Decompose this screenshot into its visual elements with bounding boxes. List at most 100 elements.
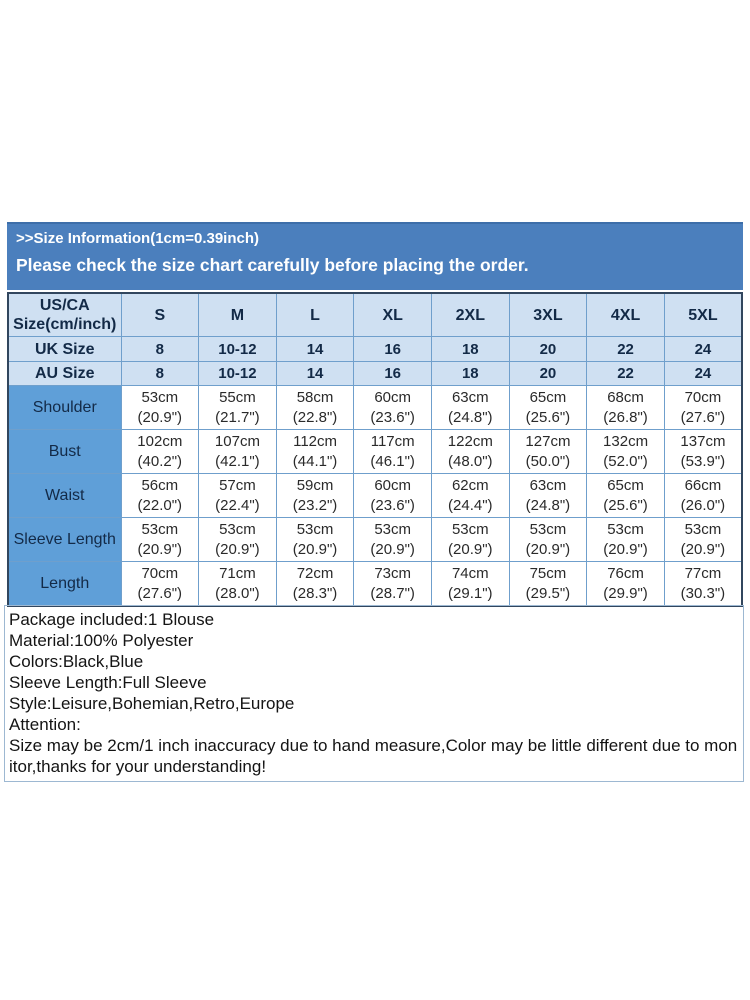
cm-value: 53cm [451,520,489,538]
banner-title: >>Size Information(1cm=0.39inch) [16,230,259,247]
measurement-cell: 62cm (24.4") [431,473,510,518]
inch-value: (28.0") [215,584,260,602]
details-line: Attention: [9,715,81,734]
details-line: Size may be 2cm/1 inch inaccuracy due to… [9,736,738,776]
banner-subtitle: Please check the size chart carefully be… [16,255,529,275]
details-line: Package included:1 Blouse [9,610,215,629]
cm-value: 55cm [219,388,256,406]
measurement-cell: 73cm (28.7") [353,561,432,607]
inch-value: (52.0") [603,452,648,470]
cm-value: 59cm [296,476,334,494]
cm-value: 76cm [607,564,644,582]
measurement-cell: 53cm (20.9") [275,517,355,562]
measurement-cell: 56cm (22.0") [120,473,200,518]
cm-value: 53cm [219,520,256,538]
measurement-cell: 76cm (29.9") [586,561,665,607]
cm-value: 60cm [374,388,412,406]
size-column-header: L [275,292,355,337]
cm-value: 107cm [214,432,260,450]
size-value-cell: 14 [275,336,355,362]
inch-value: (29.1") [448,584,493,602]
row-label-cell: Waist [7,473,122,518]
measurement-cell: 53cm (20.9") [120,385,200,430]
cm-value: 63cm [451,388,489,406]
size-value-cell: 18 [431,336,510,362]
measurement-row: Length 70cm (27.6") 71cm (28.0") 72cm (28.3") 7… [7,561,743,607]
measurement-cell: 53cm (20.9") [663,517,743,562]
inch-value: (26.8") [603,408,648,426]
cm-value: 102cm [137,432,183,450]
size-column-header: 4XL [586,292,665,337]
measurement-cell: 60cm (23.6") [353,385,432,430]
row-label-cell: UK Size [7,336,122,362]
measurement-cell: 53cm (20.9") [198,517,277,562]
cm-value: 75cm [529,564,567,582]
inch-value: (53.9") [680,452,726,470]
size-value-cell: 10-12 [198,361,277,386]
details-line: Material:100% Polyester [9,631,194,650]
details-line: Style:Leisure,Bohemian,Retro,Europe [9,694,295,713]
cm-value: 74cm [451,564,489,582]
au-size-row: AU Size 8 10-12 14 16 18 20 22 24 [7,361,743,386]
size-column-header: XL [353,292,432,337]
cm-value: 65cm [607,476,644,494]
size-value-cell: 24 [663,361,743,386]
inch-value: (48.0") [448,452,493,470]
inch-value: (20.9") [370,540,415,558]
inch-value: (23.2") [292,496,338,514]
measurement-cell: 132cm (52.0") [586,429,665,474]
cm-value: 57cm [219,476,256,494]
inch-value: (22.0") [137,496,183,514]
size-info-banner: >>Size Information(1cm=0.39inch) Please … [7,222,743,290]
measurement-cell: 72cm (28.3") [275,561,355,607]
inch-value: (29.5") [525,584,571,602]
measurement-cell: 77cm (30.3") [663,561,743,607]
measurement-cell: 74cm (29.1") [431,561,510,607]
cm-value: 62cm [451,476,489,494]
cm-value: 122cm [447,432,493,450]
inch-value: (25.6") [525,408,571,426]
inch-value: (25.6") [603,496,648,514]
inch-value: (20.9") [525,540,571,558]
inch-value: (20.9") [680,540,726,558]
inch-value: (30.3") [680,584,726,602]
row-label-cell: AU Size [7,361,122,386]
size-column-header: 2XL [431,292,510,337]
cm-value: 53cm [529,520,567,538]
cm-value: 77cm [684,564,722,582]
cm-value: 56cm [141,476,179,494]
inch-value: (42.1") [215,452,260,470]
measurement-cell: 63cm (24.8") [508,473,588,518]
measurement-row: Sleeve Length 53cm (20.9") 53cm (20.9") 53cm (… [7,517,743,562]
cm-value: 63cm [529,476,567,494]
details-line: Sleeve Length:Full Sleeve [9,673,207,692]
measurement-cell: 102cm (40.2") [120,429,200,474]
cm-value: 60cm [374,476,412,494]
row-label-cell: Shoulder [7,385,122,430]
inch-value: (24.4") [448,496,493,514]
cm-value: 127cm [525,432,571,450]
measurement-cell: 127cm (50.0") [508,429,588,474]
measurement-cell: 53cm (20.9") [586,517,665,562]
measurement-cell: 65cm (25.6") [508,385,588,430]
size-column-header: M [198,292,277,337]
cm-value: 70cm [141,564,179,582]
measurement-cell: 57cm (22.4") [198,473,277,518]
size-value-cell: 8 [120,336,200,362]
cm-value: 137cm [680,432,726,450]
measurement-cell: 53cm (20.9") [508,517,588,562]
size-value-cell: 8 [120,361,200,386]
size-chart-table: US/CA Size(cm/inch) S M L XL 2XL 3XL 4XL 5XL UK Si… [7,292,743,607]
measurement-cell: 68cm (26.8") [586,385,665,430]
cm-value: 53cm [296,520,334,538]
size-value-cell: 10-12 [198,336,277,362]
inch-value: (20.9") [292,540,338,558]
row-label-cell: Sleeve Length [7,517,122,562]
measurement-cell: 59cm (23.2") [275,473,355,518]
cm-value: 68cm [607,388,644,406]
row-label-cell: Length [7,561,122,607]
inch-value: (40.2") [137,452,183,470]
inch-value: (27.6") [680,408,726,426]
cm-value: 53cm [141,388,179,406]
